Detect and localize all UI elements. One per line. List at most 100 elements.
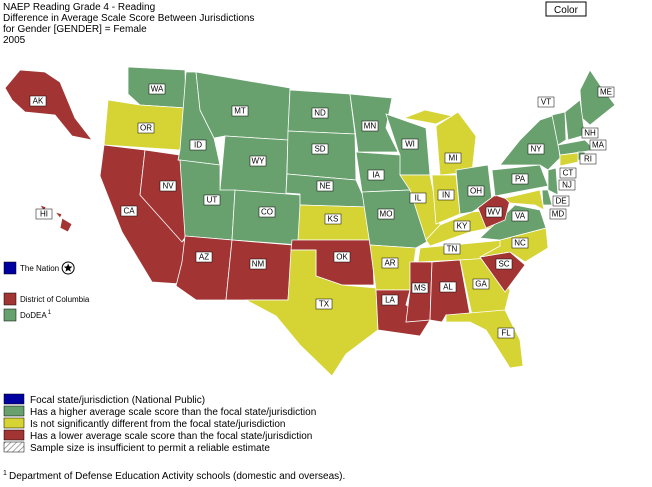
legend-label: Focal state/jurisdiction (National Publi… <box>30 395 205 406</box>
state-label: ME <box>600 88 612 97</box>
state-label-box <box>579 153 597 165</box>
state-label-box <box>315 298 333 310</box>
side-label: District of Columbia <box>20 295 90 304</box>
state-label-box <box>495 258 513 270</box>
state-label: OH <box>470 187 482 196</box>
state <box>499 114 561 171</box>
state-label: VA <box>515 212 526 221</box>
state-label: RI <box>584 155 592 164</box>
state-label-box <box>311 107 329 119</box>
state-label-box <box>401 138 419 150</box>
state-label: NH <box>584 129 596 138</box>
state-label-box <box>231 105 249 117</box>
state-label: CA <box>123 207 135 216</box>
state-label: WV <box>488 208 502 217</box>
state-label-box <box>324 213 342 225</box>
title-line: for Gender [GENDER] = Female <box>3 24 147 35</box>
state-label: NV <box>162 182 174 191</box>
state-label: SD <box>314 145 325 154</box>
state <box>504 189 545 211</box>
legend-swatch <box>3 429 25 441</box>
state-label-box <box>552 195 570 207</box>
state-label: IA <box>372 171 380 180</box>
side-swatch <box>3 308 17 322</box>
state-label-box <box>35 208 53 220</box>
state-label-box <box>409 192 427 204</box>
button-label[interactable]: Color <box>554 5 579 16</box>
state-label-box <box>411 282 429 294</box>
state <box>445 309 524 369</box>
state-label-box <box>29 95 47 107</box>
state-label-box <box>195 251 213 263</box>
state-label: AZ <box>199 253 209 262</box>
side-swatch <box>3 292 17 306</box>
nation-star <box>63 263 73 272</box>
state-label: KY <box>457 222 468 231</box>
state-label: AK <box>33 97 44 106</box>
state <box>175 235 233 301</box>
state-label-box <box>437 189 455 201</box>
title-line: Difference in Average Scale Score Betwee… <box>3 13 254 24</box>
button-frame[interactable] <box>545 1 587 17</box>
state-label: TN <box>447 245 458 254</box>
state <box>286 130 357 181</box>
side-note: 1 <box>48 310 52 316</box>
state-label: NC <box>514 239 526 248</box>
state-label: NJ <box>562 181 572 190</box>
color-button[interactable]: Color <box>545 1 587 17</box>
footnote: 1 Department of Defense Education Activi… <box>3 470 345 482</box>
state-label-box <box>511 173 529 185</box>
footnote-mark: 1 <box>3 470 7 477</box>
side-label: The Nation <box>20 264 59 273</box>
state-label: MI <box>449 154 458 163</box>
state-label: MD <box>552 210 565 219</box>
title-line: 2005 <box>3 35 26 46</box>
state <box>361 189 431 249</box>
state-label-box <box>581 127 599 139</box>
state-label-box <box>367 169 385 181</box>
state-label-box <box>511 237 529 249</box>
state-label-box <box>472 278 490 290</box>
state-label-box <box>148 83 166 95</box>
state-label-box <box>381 294 399 306</box>
state-label: MT <box>234 107 246 116</box>
legend-label: Has a higher average scale score than th… <box>30 407 316 418</box>
state <box>579 69 616 126</box>
state <box>53 211 63 219</box>
state-label: MO <box>380 210 393 219</box>
state-label-box <box>511 210 529 222</box>
state-label-box <box>159 180 177 192</box>
state-label-box <box>120 205 138 217</box>
state-label: FL <box>501 329 511 338</box>
state-label-box <box>497 327 515 339</box>
state-label-box <box>316 180 334 192</box>
footnote-text: Department of Defense Education Activity… <box>9 471 345 482</box>
state-label-box <box>137 122 155 134</box>
state-label-box <box>361 120 379 132</box>
state-label: UT <box>207 196 218 205</box>
state-label: OK <box>336 253 348 262</box>
legend: Focal state/jurisdiction (National Publi… <box>3 393 316 454</box>
state-label: ND <box>314 109 326 118</box>
state-label: LA <box>385 296 395 305</box>
state-label-box <box>467 185 485 197</box>
state-label-box <box>589 139 607 151</box>
state-label: NM <box>252 260 265 269</box>
state-label-box <box>597 86 615 98</box>
state-label: DE <box>555 197 566 206</box>
state-label: IL <box>415 194 422 203</box>
legend-swatch <box>3 441 25 453</box>
state-label: CO <box>261 208 273 217</box>
state-label-box <box>249 155 267 167</box>
state <box>559 152 579 167</box>
state-label: OR <box>140 124 152 133</box>
state-label: PA <box>515 175 526 184</box>
state-label: TX <box>319 300 330 309</box>
state-label: MS <box>414 284 426 293</box>
state-label: AR <box>384 259 395 268</box>
state-label: NE <box>319 182 330 191</box>
state-label-box <box>311 143 329 155</box>
state-label: SC <box>498 260 509 269</box>
state-label: ID <box>194 141 202 150</box>
state <box>245 249 379 377</box>
